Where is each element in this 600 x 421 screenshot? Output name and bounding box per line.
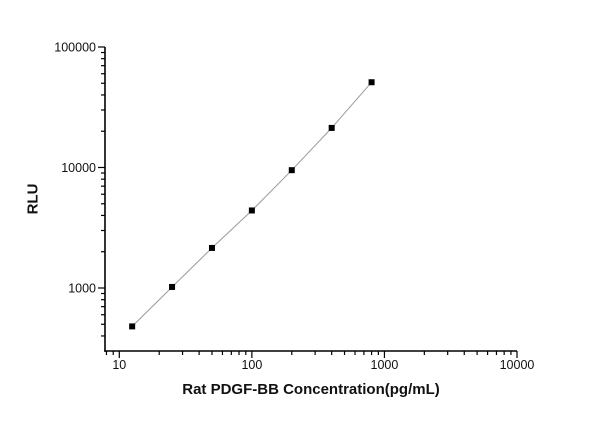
x-tick-label: 1000: [371, 358, 399, 372]
x-tick-label: 100: [241, 358, 262, 372]
data-point-marker: [129, 323, 136, 330]
x-axis-title: Rat PDGF-BB Concentration(pg/mL): [182, 381, 440, 398]
data-point-marker: [328, 124, 335, 131]
y-tick-label: 1000: [68, 281, 96, 295]
data-point-marker: [208, 244, 215, 251]
data-point-marker: [368, 79, 375, 86]
y-tick-label: 10000: [61, 161, 96, 175]
data-point-marker: [248, 207, 255, 214]
data-point-marker: [169, 283, 176, 290]
x-tick-label: 10000: [500, 358, 535, 372]
series-line: [131, 81, 372, 327]
y-axis-title: RLU: [24, 183, 42, 215]
data-point-marker: [288, 167, 295, 174]
x-tick-label: 10: [112, 358, 126, 372]
y-tick-label: 100000: [54, 41, 96, 55]
